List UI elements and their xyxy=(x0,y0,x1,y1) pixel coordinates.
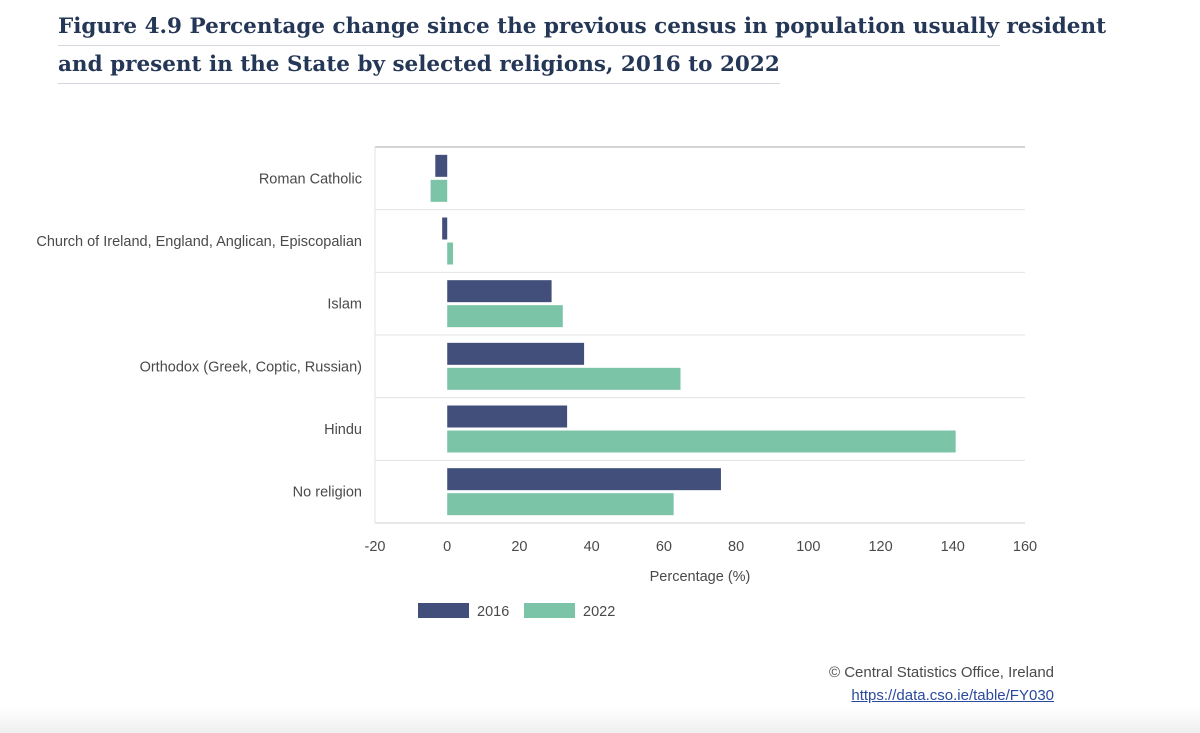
bar-2022-2[interactable] xyxy=(447,305,563,328)
bar-2016-5[interactable] xyxy=(447,468,721,491)
legend-swatch-2022[interactable] xyxy=(524,603,575,618)
x-tick-label: 0 xyxy=(443,539,451,555)
source-credit: © Central Statistics Office, Ireland htt… xyxy=(829,661,1054,707)
category-label: Church of Ireland, England, Anglican, Ep… xyxy=(36,234,362,250)
bar-2016-1[interactable] xyxy=(442,217,448,240)
bar-2016-3[interactable] xyxy=(447,342,585,365)
x-axis-label: Percentage (%) xyxy=(650,569,751,585)
bar-2016-4[interactable] xyxy=(447,405,568,428)
legend-label-2022[interactable]: 2022 xyxy=(583,604,615,620)
legend[interactable]: 2016 2022 xyxy=(418,603,615,620)
x-tick-label: 160 xyxy=(1013,539,1037,555)
x-tick-label: 100 xyxy=(796,539,820,555)
bar-2022-0[interactable] xyxy=(430,179,448,202)
category-label: No religion xyxy=(293,485,362,501)
x-tick-label: 40 xyxy=(584,539,600,555)
bar-2022-1[interactable] xyxy=(447,242,453,265)
x-tick-label: 140 xyxy=(941,539,965,555)
x-tick-label: 60 xyxy=(656,539,672,555)
category-labels: Roman Catholic Church of Ireland, England… xyxy=(36,171,362,500)
bar-2022-3[interactable] xyxy=(447,367,681,390)
category-label: Orthodox (Greek, Coptic, Russian) xyxy=(140,359,362,375)
category-label: Hindu xyxy=(324,422,362,438)
legend-swatch-2016[interactable] xyxy=(418,603,469,618)
category-label: Islam xyxy=(327,297,362,313)
bottom-shade xyxy=(0,707,1200,733)
bar-2016-0[interactable] xyxy=(435,154,448,177)
x-tick-label: 120 xyxy=(868,539,892,555)
source-link[interactable]: https://data.cso.ie/table/FY030 xyxy=(851,687,1054,704)
chart-title-line-1: Figure 4.9 Percentage change since the p… xyxy=(58,8,1106,46)
source-text: © Central Statistics Office, Ireland xyxy=(828,664,1054,681)
bar-2022-5[interactable] xyxy=(447,493,674,516)
x-tick-label: 20 xyxy=(511,539,527,555)
bar-2016-2[interactable] xyxy=(447,280,552,303)
x-axis-ticks: -20 0 20 40 60 80 100 120 140 160 xyxy=(365,539,1038,555)
chart-title-line-2: and present in the State by selected rel… xyxy=(58,46,780,84)
legend-label-2016[interactable]: 2016 xyxy=(477,604,509,620)
chart-title: Figure 4.9 Percentage change since the p… xyxy=(58,8,1106,84)
category-label: Roman Catholic xyxy=(259,171,362,187)
bars-layer xyxy=(430,154,956,516)
grid-layer xyxy=(374,146,1025,524)
x-tick-label: -20 xyxy=(365,539,386,555)
x-tick-label: 80 xyxy=(728,539,744,555)
bar-2022-4[interactable] xyxy=(447,430,956,453)
